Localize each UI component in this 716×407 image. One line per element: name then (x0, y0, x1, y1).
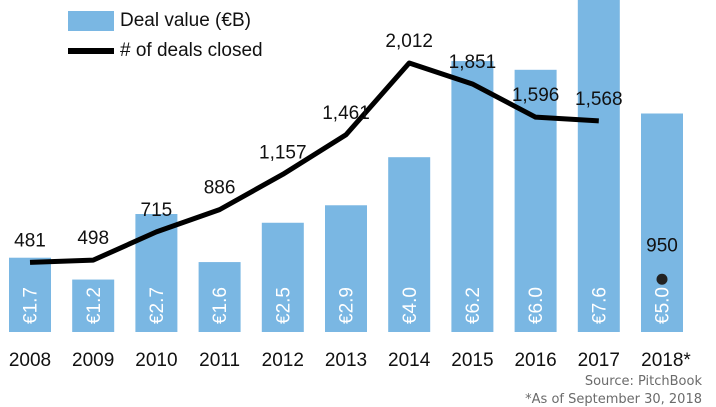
bar-value-label: €1.7 (21, 287, 42, 324)
line-value-label: 1,568 (575, 89, 623, 110)
bar (325, 205, 367, 332)
x-tick-label: 2014 (388, 350, 431, 371)
x-tick-label: 2010 (135, 350, 177, 371)
line-value-label: 886 (204, 178, 236, 199)
x-tick-label: 2009 (72, 350, 114, 371)
x-tick-label: 2012 (262, 350, 304, 371)
line-series (29, 60, 668, 285)
legend-item-deals-closed: # of deals closed (68, 36, 263, 66)
bar (198, 262, 241, 332)
line-value-label: 1,851 (449, 52, 497, 73)
legend-bar-swatch (68, 11, 114, 31)
deals-marker-2018 (656, 273, 668, 285)
x-tick-label: 2017 (578, 350, 620, 371)
line-value-label: 1,157 (259, 142, 307, 163)
bar-value-label: €4.0 (400, 287, 421, 324)
line-value-label: 498 (77, 228, 109, 249)
bar (451, 61, 494, 333)
line-value-label: 1,596 (512, 85, 560, 106)
bar-value-label: €6.0 (526, 287, 547, 324)
bar (577, 0, 620, 332)
bar-value-label: €1.2 (84, 287, 105, 324)
x-axis-tick-labels: 2008 2009 2010 2011 2012 2013 2014 2015 2016 2017… (9, 350, 692, 371)
bar-value-label: €2.7 (147, 287, 168, 324)
x-tick-label: 2013 (325, 350, 367, 371)
footnote: *As of September 30, 2018 (525, 392, 702, 407)
bar-value-label: €2.9 (337, 287, 358, 324)
bar-series (9, 0, 683, 333)
x-tick-label: 2016 (514, 350, 556, 371)
line-value-labels: 481 498 715 886 1,157 1,461 2,012 1,851 1,596 1,5… (14, 31, 678, 256)
line-value-label: 715 (141, 200, 173, 221)
x-tick-label: 2008 (9, 350, 51, 371)
bar (388, 157, 431, 332)
line-value-label: 1,461 (322, 103, 370, 124)
bar-value-label: €1.6 (210, 287, 231, 324)
source-note: Source: PitchBook (584, 374, 702, 389)
line-value-label: 950 (646, 235, 678, 256)
bar (641, 113, 683, 332)
bar (72, 279, 115, 332)
bar-value-label: €7.6 (589, 287, 610, 324)
bar-value-labels: €1.7 €1.2 €2.7 €1.6 €2.5 €2.9 €4.0 €6.2 €6.0 €7.6… (21, 287, 674, 324)
legend-line-swatch (68, 48, 114, 54)
bar-value-label: €2.5 (273, 287, 294, 324)
legend: Deal value (€B) # of deals closed (68, 6, 263, 66)
legend-bar-label: Deal value (€B) (120, 10, 251, 31)
x-tick-label: 2018* (641, 350, 691, 371)
legend-line-label: # of deals closed (120, 40, 263, 61)
line-value-label: 2,012 (385, 31, 433, 52)
bar-value-label: €5.0 (653, 287, 674, 324)
x-tick-label: 2015 (451, 350, 493, 371)
x-tick-label: 2011 (199, 350, 240, 371)
legend-item-deal-value: Deal value (€B) (68, 6, 263, 36)
bar-value-label: €6.2 (463, 287, 484, 324)
deals-line (29, 60, 599, 265)
line-value-label: 481 (14, 230, 46, 251)
bar (514, 69, 557, 333)
bar (261, 222, 304, 332)
bar (9, 257, 51, 332)
